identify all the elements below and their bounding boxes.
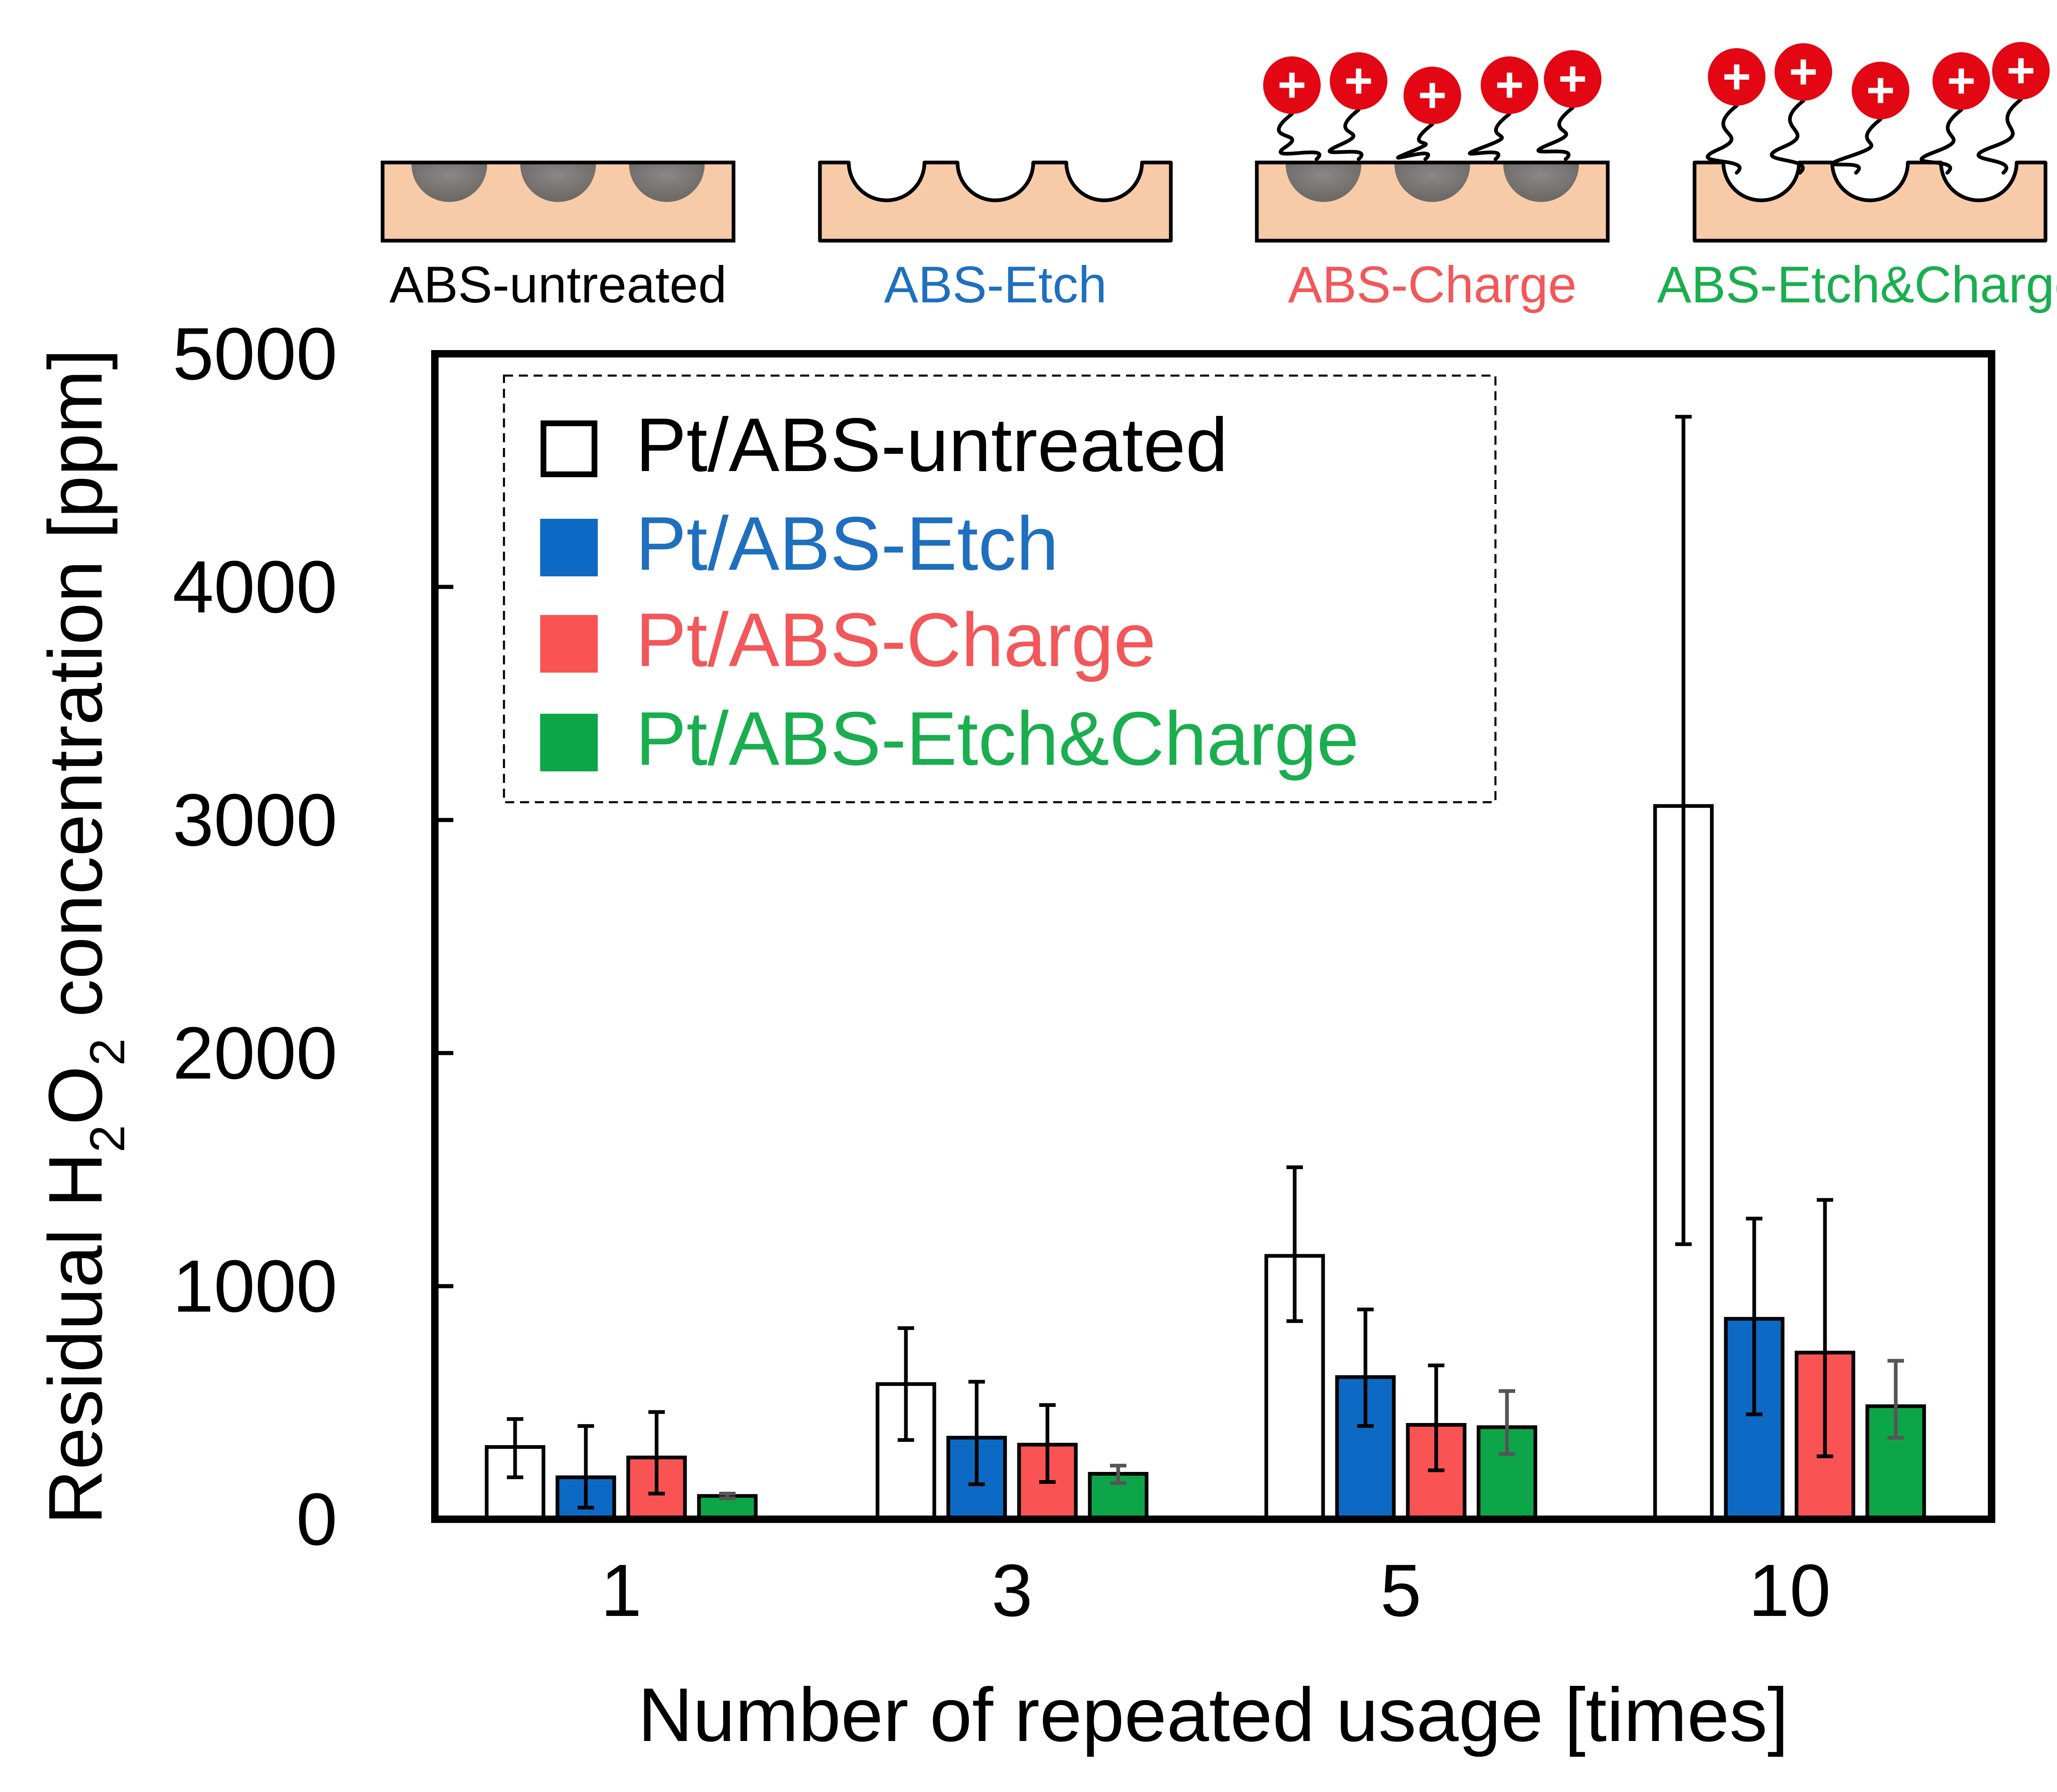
schematic-abs-untreated: ABS-untreated	[381, 160, 736, 313]
pit-filled	[411, 164, 488, 202]
x-axis-title: Number of repeated usage [times]	[638, 1673, 1788, 1757]
charge-circle	[1852, 62, 1910, 119]
polymer-chain	[1920, 108, 1963, 175]
legend-label: Pt/ABS-Etch&Charge	[636, 696, 1359, 781]
legend-box	[503, 374, 1497, 803]
schematic-label: ABS-Charge	[1288, 256, 1577, 313]
charge-circle	[1544, 50, 1602, 108]
schematic-abs-etch-charge: + + + + + ABS-Etch&Charge	[1657, 42, 2057, 313]
y-tick-label: 0	[296, 1478, 337, 1561]
polymer-chain	[1536, 106, 1575, 161]
charge-circle	[1481, 56, 1539, 114]
pit-filled	[1394, 164, 1470, 202]
schematic-label: ABS-Etch&Charge	[1657, 256, 2057, 313]
plus-charge-symbol: +	[1277, 57, 1306, 112]
y-title-subscript-1: 2	[80, 1125, 135, 1153]
pit-filled	[1286, 164, 1362, 202]
bar	[1088, 1472, 1149, 1521]
polymer-chain	[1769, 99, 1805, 175]
surface-schematics: ABS-untreated ABS-Etch+ + + + +ABS-Charge+ + + +…	[381, 42, 2057, 313]
substrate-etched	[1692, 160, 2048, 243]
x-tick-label: 5	[1380, 1549, 1421, 1632]
y-tick-label: 2000	[173, 1012, 337, 1095]
charge-circle	[1774, 43, 1832, 101]
y-tick-label: 3000	[173, 779, 337, 861]
legend-swatch	[540, 519, 598, 576]
y-title-part-1: Residual H	[33, 1152, 118, 1525]
schematic-label: ABS-Etch	[884, 256, 1107, 313]
plus-charge-symbol: +	[1947, 53, 1976, 108]
y-title-subscript-2: 2	[80, 1038, 135, 1066]
y-tick-label: 1000	[173, 1245, 337, 1328]
charge-circle	[1263, 56, 1321, 114]
x-tick-label: 1	[601, 1549, 642, 1632]
legend-swatch	[540, 615, 598, 673]
legend-swatch	[541, 420, 597, 477]
plus-charge-symbol: +	[1418, 67, 1446, 123]
y-title-part-3: concentration [ppm]	[33, 349, 118, 1038]
substrate-etched	[818, 160, 1173, 243]
plus-charge-symbol: +	[1495, 57, 1524, 112]
polymer-chain	[1396, 122, 1434, 161]
y-axis-title: Residual H2O2 concentration [ppm]	[33, 349, 135, 1525]
charge-circle	[1330, 52, 1388, 110]
legend: Pt/ABS-untreated Pt/ABS-Etch Pt/ABS-Charge…	[503, 374, 1497, 803]
x-tick-label: 3	[991, 1549, 1033, 1632]
legend-label: Pt/ABS-Etch	[636, 501, 1059, 586]
plot-frame	[431, 350, 1995, 1523]
schematic-label: ABS-untreated	[390, 256, 727, 313]
polymer-chain	[1468, 112, 1511, 161]
pit-filled	[520, 164, 596, 202]
polymer-chain	[1706, 104, 1742, 175]
schematic-abs-charge: + + + + + ABS-Charge	[1255, 50, 1610, 313]
charge-circle	[1932, 52, 1990, 110]
schematic-abs-etch: ABS-Etch	[818, 160, 1173, 313]
x-tick-label: 10	[1748, 1549, 1831, 1632]
charge-circle	[1708, 48, 1766, 106]
charge-circle	[1403, 67, 1461, 124]
legend-label: Pt/ABS-untreated	[636, 403, 1228, 487]
y-axis-ticks: 0 1000 2000 3000 4000 5000	[173, 313, 453, 1561]
error-bars	[507, 415, 1904, 1510]
polymer-chain	[1328, 108, 1364, 161]
plus-charge-symbol: +	[1344, 53, 1373, 108]
x-axis-ticks: 1 3 5 10	[601, 1549, 1831, 1632]
bar-marks	[485, 804, 1926, 1521]
plus-charge-symbol: +	[1558, 51, 1587, 106]
polymer-chain	[1277, 112, 1321, 161]
polymer-chain	[1830, 117, 1883, 175]
y-title-part-2: O	[33, 1066, 118, 1125]
y-tick-label: 4000	[173, 546, 337, 629]
polymer-chain	[1976, 97, 2023, 175]
plus-charge-symbol: +	[1789, 44, 1818, 99]
plot-area: 0 1000 2000 3000 4000 5000 1 3 5 10	[173, 313, 1995, 1632]
legend-swatch	[540, 714, 598, 771]
pit-filled	[629, 164, 705, 202]
legend-label: Pt/ABS-Charge	[636, 598, 1156, 682]
pit-filled	[1503, 164, 1579, 202]
y-tick-label: 5000	[173, 313, 337, 395]
charge-circle	[1992, 42, 2050, 100]
plus-charge-symbol: +	[1866, 63, 1895, 118]
plus-charge-symbol: +	[1722, 49, 1751, 104]
plus-charge-symbol: +	[2006, 43, 2035, 98]
